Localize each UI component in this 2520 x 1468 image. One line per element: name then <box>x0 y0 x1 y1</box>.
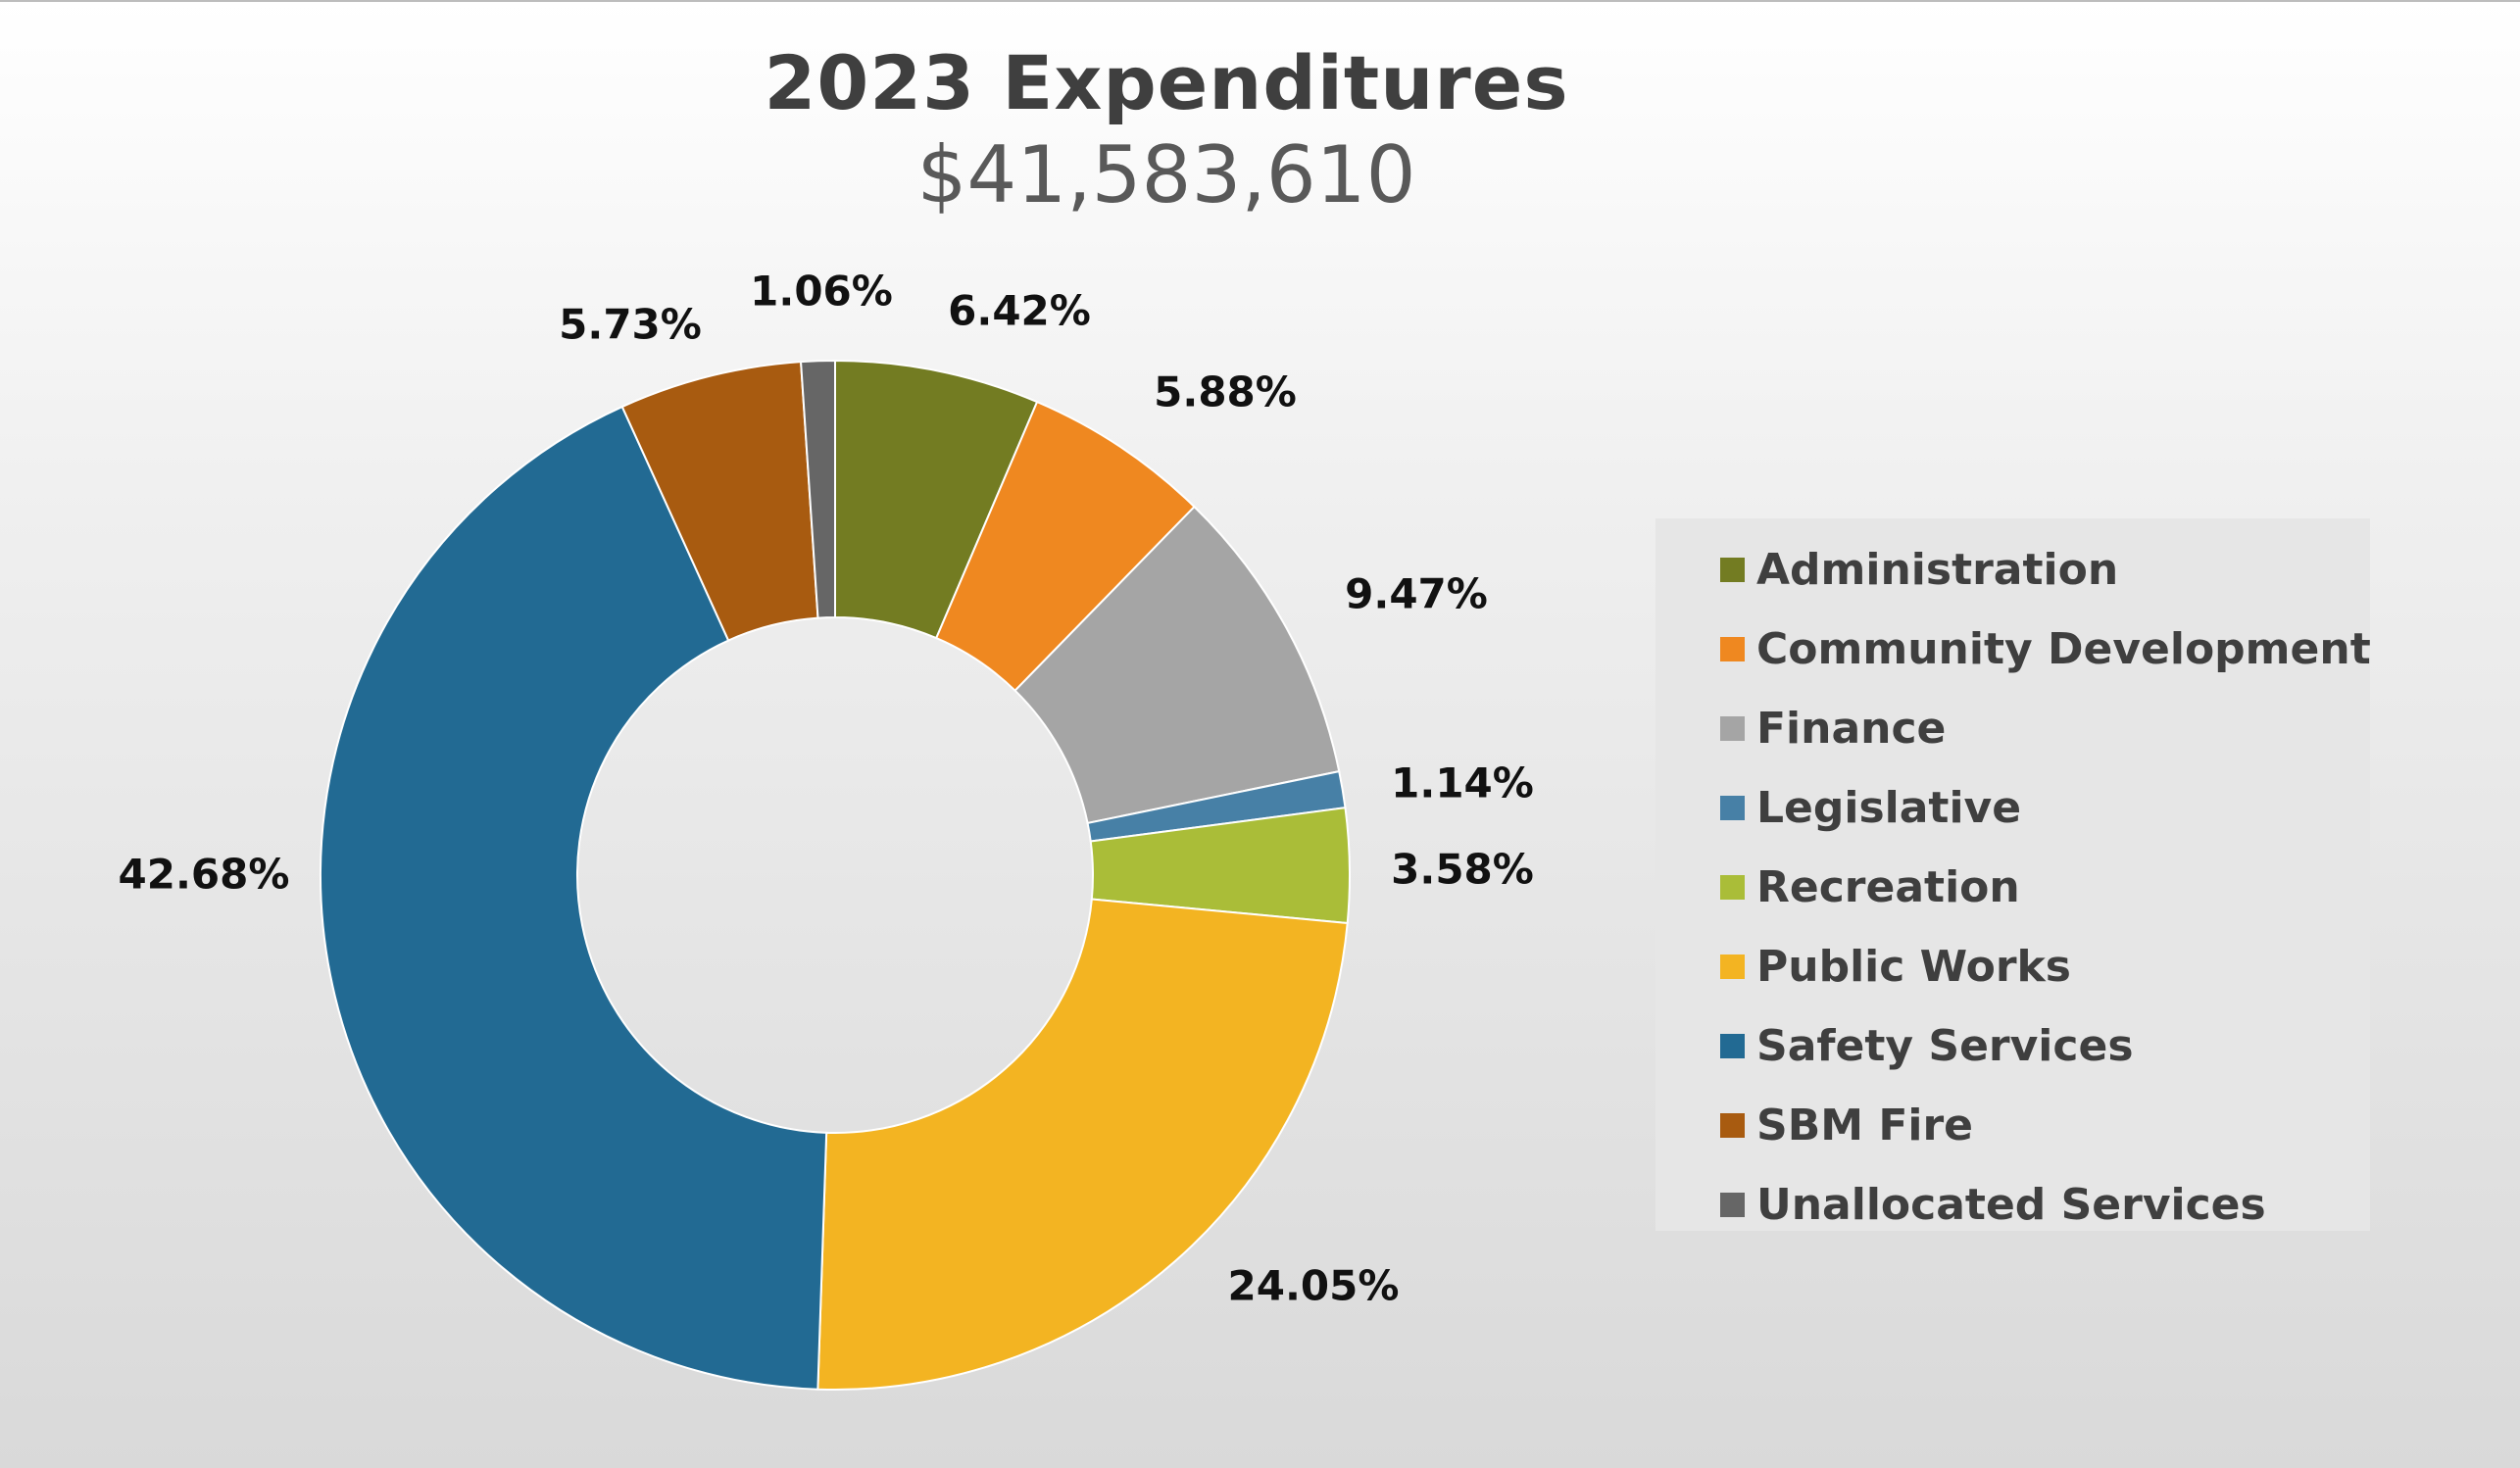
slice-finance <box>1013 505 1341 825</box>
legend-swatch <box>1720 716 1745 741</box>
data-label-administration: 6.42% <box>948 287 1091 335</box>
slice-public-works <box>816 898 1349 1391</box>
data-label-public-works: 24.05% <box>1228 1262 1400 1310</box>
legend-item-legislative: Legislative <box>1655 768 2370 848</box>
legend-swatch <box>1720 954 1745 979</box>
donut-slices <box>320 359 1351 1391</box>
data-label-legislative: 1.14% <box>1391 759 1534 807</box>
chart-title: 2023 Expenditures <box>764 39 1569 126</box>
legend-item-unallocated-services: Unallocated Services <box>1655 1165 2370 1245</box>
legend-item-recreation: Recreation <box>1655 848 2370 927</box>
legend-label: Safety Services <box>1756 1021 2134 1071</box>
donut-labels: 6.42% 5.88% 9.47% 1.14% 3.58% 24.05% 42.68% 5.7… <box>119 268 1534 1310</box>
data-label-safety-services: 42.68% <box>119 851 290 899</box>
legend-label: Administration <box>1756 545 2119 595</box>
top-border <box>0 0 2520 2</box>
legend-swatch <box>1720 1034 1745 1058</box>
legend-item-public-works: Public Works <box>1655 927 2370 1006</box>
data-label-finance: 9.47% <box>1345 570 1488 618</box>
legend-item-sbm-fire: SBM Fire <box>1655 1086 2370 1165</box>
legend-label: Public Works <box>1756 942 2071 992</box>
legend-label: Unallocated Services <box>1756 1180 2266 1230</box>
legend-item-community-development: Community Development <box>1655 610 2371 689</box>
legend-swatch <box>1720 796 1745 820</box>
legend-label: SBM Fire <box>1756 1101 1974 1150</box>
legend-item-administration: Administration <box>1655 530 2370 610</box>
legend-label: Legislative <box>1756 783 2022 833</box>
legend-label: Community Development <box>1756 624 2371 674</box>
chart-legend: Administration Community Development Finan… <box>1655 518 2371 1231</box>
data-label-recreation: 3.58% <box>1391 846 1534 894</box>
legend-swatch <box>1720 1113 1745 1138</box>
legend-swatch <box>1720 1193 1745 1217</box>
data-label-community-development: 5.88% <box>1154 368 1297 416</box>
legend-swatch <box>1720 637 1745 661</box>
data-label-sbm-fire: 5.73% <box>559 301 702 349</box>
legend-label: Recreation <box>1756 862 2020 912</box>
legend-item-finance: Finance <box>1655 689 2370 768</box>
legend-item-safety-services: Safety Services <box>1655 1006 2370 1086</box>
data-label-unallocated-services: 1.06% <box>750 268 893 316</box>
slice-unallocated-services <box>799 359 836 619</box>
legend-swatch <box>1720 875 1745 900</box>
legend-label: Finance <box>1756 704 1947 754</box>
chart-subtitle: $41,583,610 <box>916 129 1416 220</box>
slice-safety-services <box>320 405 828 1391</box>
legend-swatch <box>1720 558 1745 582</box>
